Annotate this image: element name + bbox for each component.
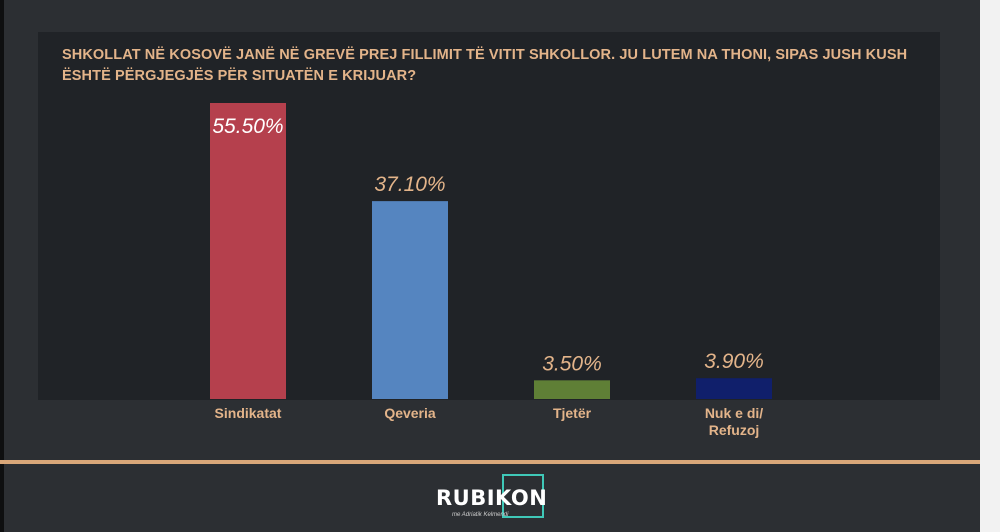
category-label-4-line-1: Nuk e di/ (705, 405, 763, 421)
bar-4 (696, 378, 772, 399)
left-edge (0, 0, 4, 532)
chart-title: SHKOLLAT NË KOSOVË JANË NË GREVË PREJ FI… (62, 47, 908, 84)
logo-tagline: me Adriatik Kelmendi (452, 512, 509, 518)
bars-group: 55.50% Sindikatat 37.10% Qeveria 3.50% Tjetër… (210, 103, 772, 438)
rubikon-logo: RUBIKON me Adriatik Kelmendi (436, 474, 554, 522)
footer-divider (0, 460, 980, 464)
category-label-2: Qeveria (384, 405, 436, 421)
right-edge (980, 0, 1000, 532)
logo-text: RUBIKON (436, 486, 548, 510)
bar-3 (534, 380, 610, 399)
logo-frame (502, 474, 544, 518)
data-label-2: 37.10% (374, 173, 445, 196)
category-label-1: Sindikatat (215, 405, 282, 421)
data-label-1: 55.50% (212, 115, 283, 138)
data-label-3: 3.50% (542, 352, 602, 375)
chart-panel (38, 32, 940, 400)
bar-1 (210, 103, 286, 399)
data-label-4: 3.90% (704, 350, 764, 373)
category-label-3: Tjetër (553, 405, 592, 421)
category-label-4-line-2: Refuzoj (709, 422, 760, 438)
bar-2 (372, 201, 448, 399)
